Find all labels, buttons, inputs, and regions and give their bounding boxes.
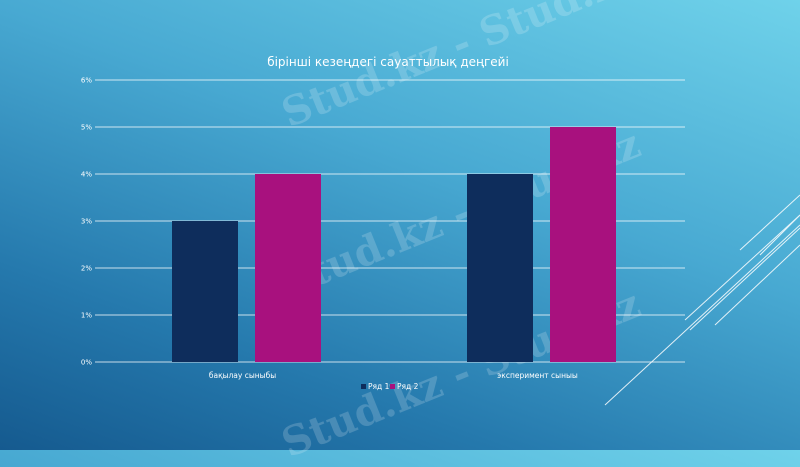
y-tick-label: 0% <box>81 359 92 367</box>
x-tick-label: бақылау сыныбы <box>209 371 276 380</box>
legend-label: Ряд 1 <box>368 382 390 391</box>
bar-Ряд-1-0 <box>172 221 238 362</box>
chart-title: бірінші кезеңдегі сауаттылық деңгейі <box>267 55 509 69</box>
legend-swatch <box>361 384 366 389</box>
bar-Ряд-2-1 <box>550 127 616 362</box>
x-tick-label: эксперимент сыныы <box>497 371 578 380</box>
y-tick-label: 5% <box>81 124 92 132</box>
y-tick-label: 3% <box>81 218 92 226</box>
y-tick-label: 1% <box>81 312 92 320</box>
bar-Ряд-2-0 <box>255 174 321 362</box>
legend-label: Ряд 2 <box>397 382 419 391</box>
y-tick-label: 6% <box>81 77 92 85</box>
y-tick-label: 2% <box>81 265 92 273</box>
y-tick-label: 4% <box>81 171 92 179</box>
bar-chart: бірінші кезеңдегі сауаттылық деңгейі 0% 1… <box>81 55 800 406</box>
decorative-lines <box>604 194 800 406</box>
bar-Ряд-1-1 <box>467 174 533 362</box>
legend-swatch <box>390 384 395 389</box>
